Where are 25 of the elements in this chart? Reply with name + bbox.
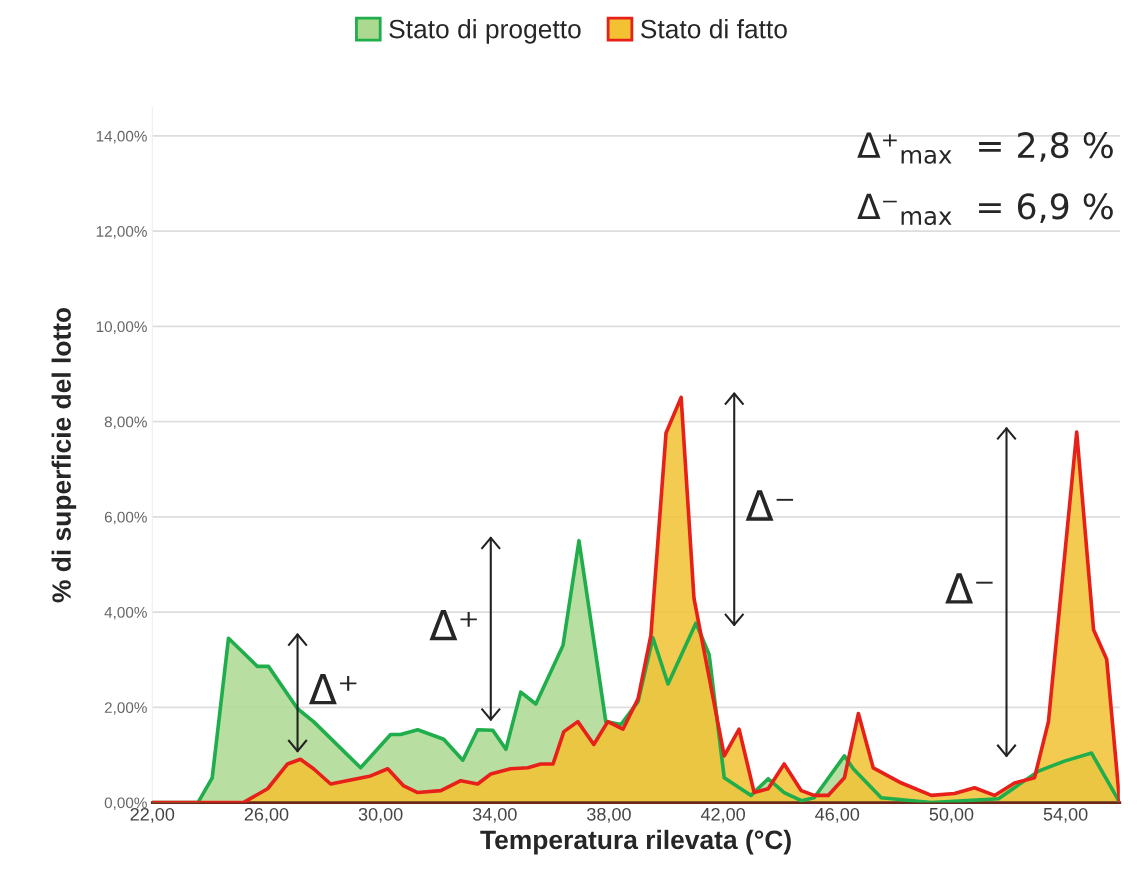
x-tick-label: 46,00 bbox=[815, 807, 860, 823]
y-tick-label: 10,00% bbox=[96, 321, 147, 334]
x-tick-label: 50,00 bbox=[929, 807, 974, 823]
x-tick-label: 34,00 bbox=[472, 807, 517, 823]
x-tick-label: 26,00 bbox=[244, 807, 289, 823]
y-tick-label: 12,00% bbox=[96, 226, 147, 239]
x-tick-label: 30,00 bbox=[358, 807, 403, 823]
x-tick-label: 38,00 bbox=[587, 807, 631, 823]
x-tick-label: 42,00 bbox=[700, 807, 745, 823]
series-label: Δ⁻ bbox=[945, 573, 993, 604]
y-tick-label: 14,00% bbox=[96, 130, 147, 144]
annotation: Δ⁻$_{max}$ = 6,9 % bbox=[857, 193, 1113, 226]
y-tick-label: 4,00% bbox=[104, 606, 147, 620]
y-axis-title: % di superficie del lotto bbox=[51, 307, 77, 603]
annotation: Δ⁺$_{max}$ = 2,8 % bbox=[857, 132, 1113, 164]
legend-label: Stato di progetto bbox=[389, 19, 581, 44]
y-tick-label: 2,00% bbox=[104, 702, 147, 715]
legend-label: Stato di fatto bbox=[640, 19, 787, 39]
y-tick-label: 6,00% bbox=[104, 511, 147, 525]
series-label: Δ⁻ bbox=[745, 490, 794, 521]
series-label: Δ⁺ bbox=[308, 673, 357, 705]
x-tick-label: 54,00 bbox=[1043, 807, 1088, 823]
y-tick-label: 8,00% bbox=[104, 416, 147, 430]
x-axis-title: Temperatura rilevata (°C) bbox=[480, 829, 791, 855]
series-label: Δ⁺ bbox=[429, 609, 477, 641]
